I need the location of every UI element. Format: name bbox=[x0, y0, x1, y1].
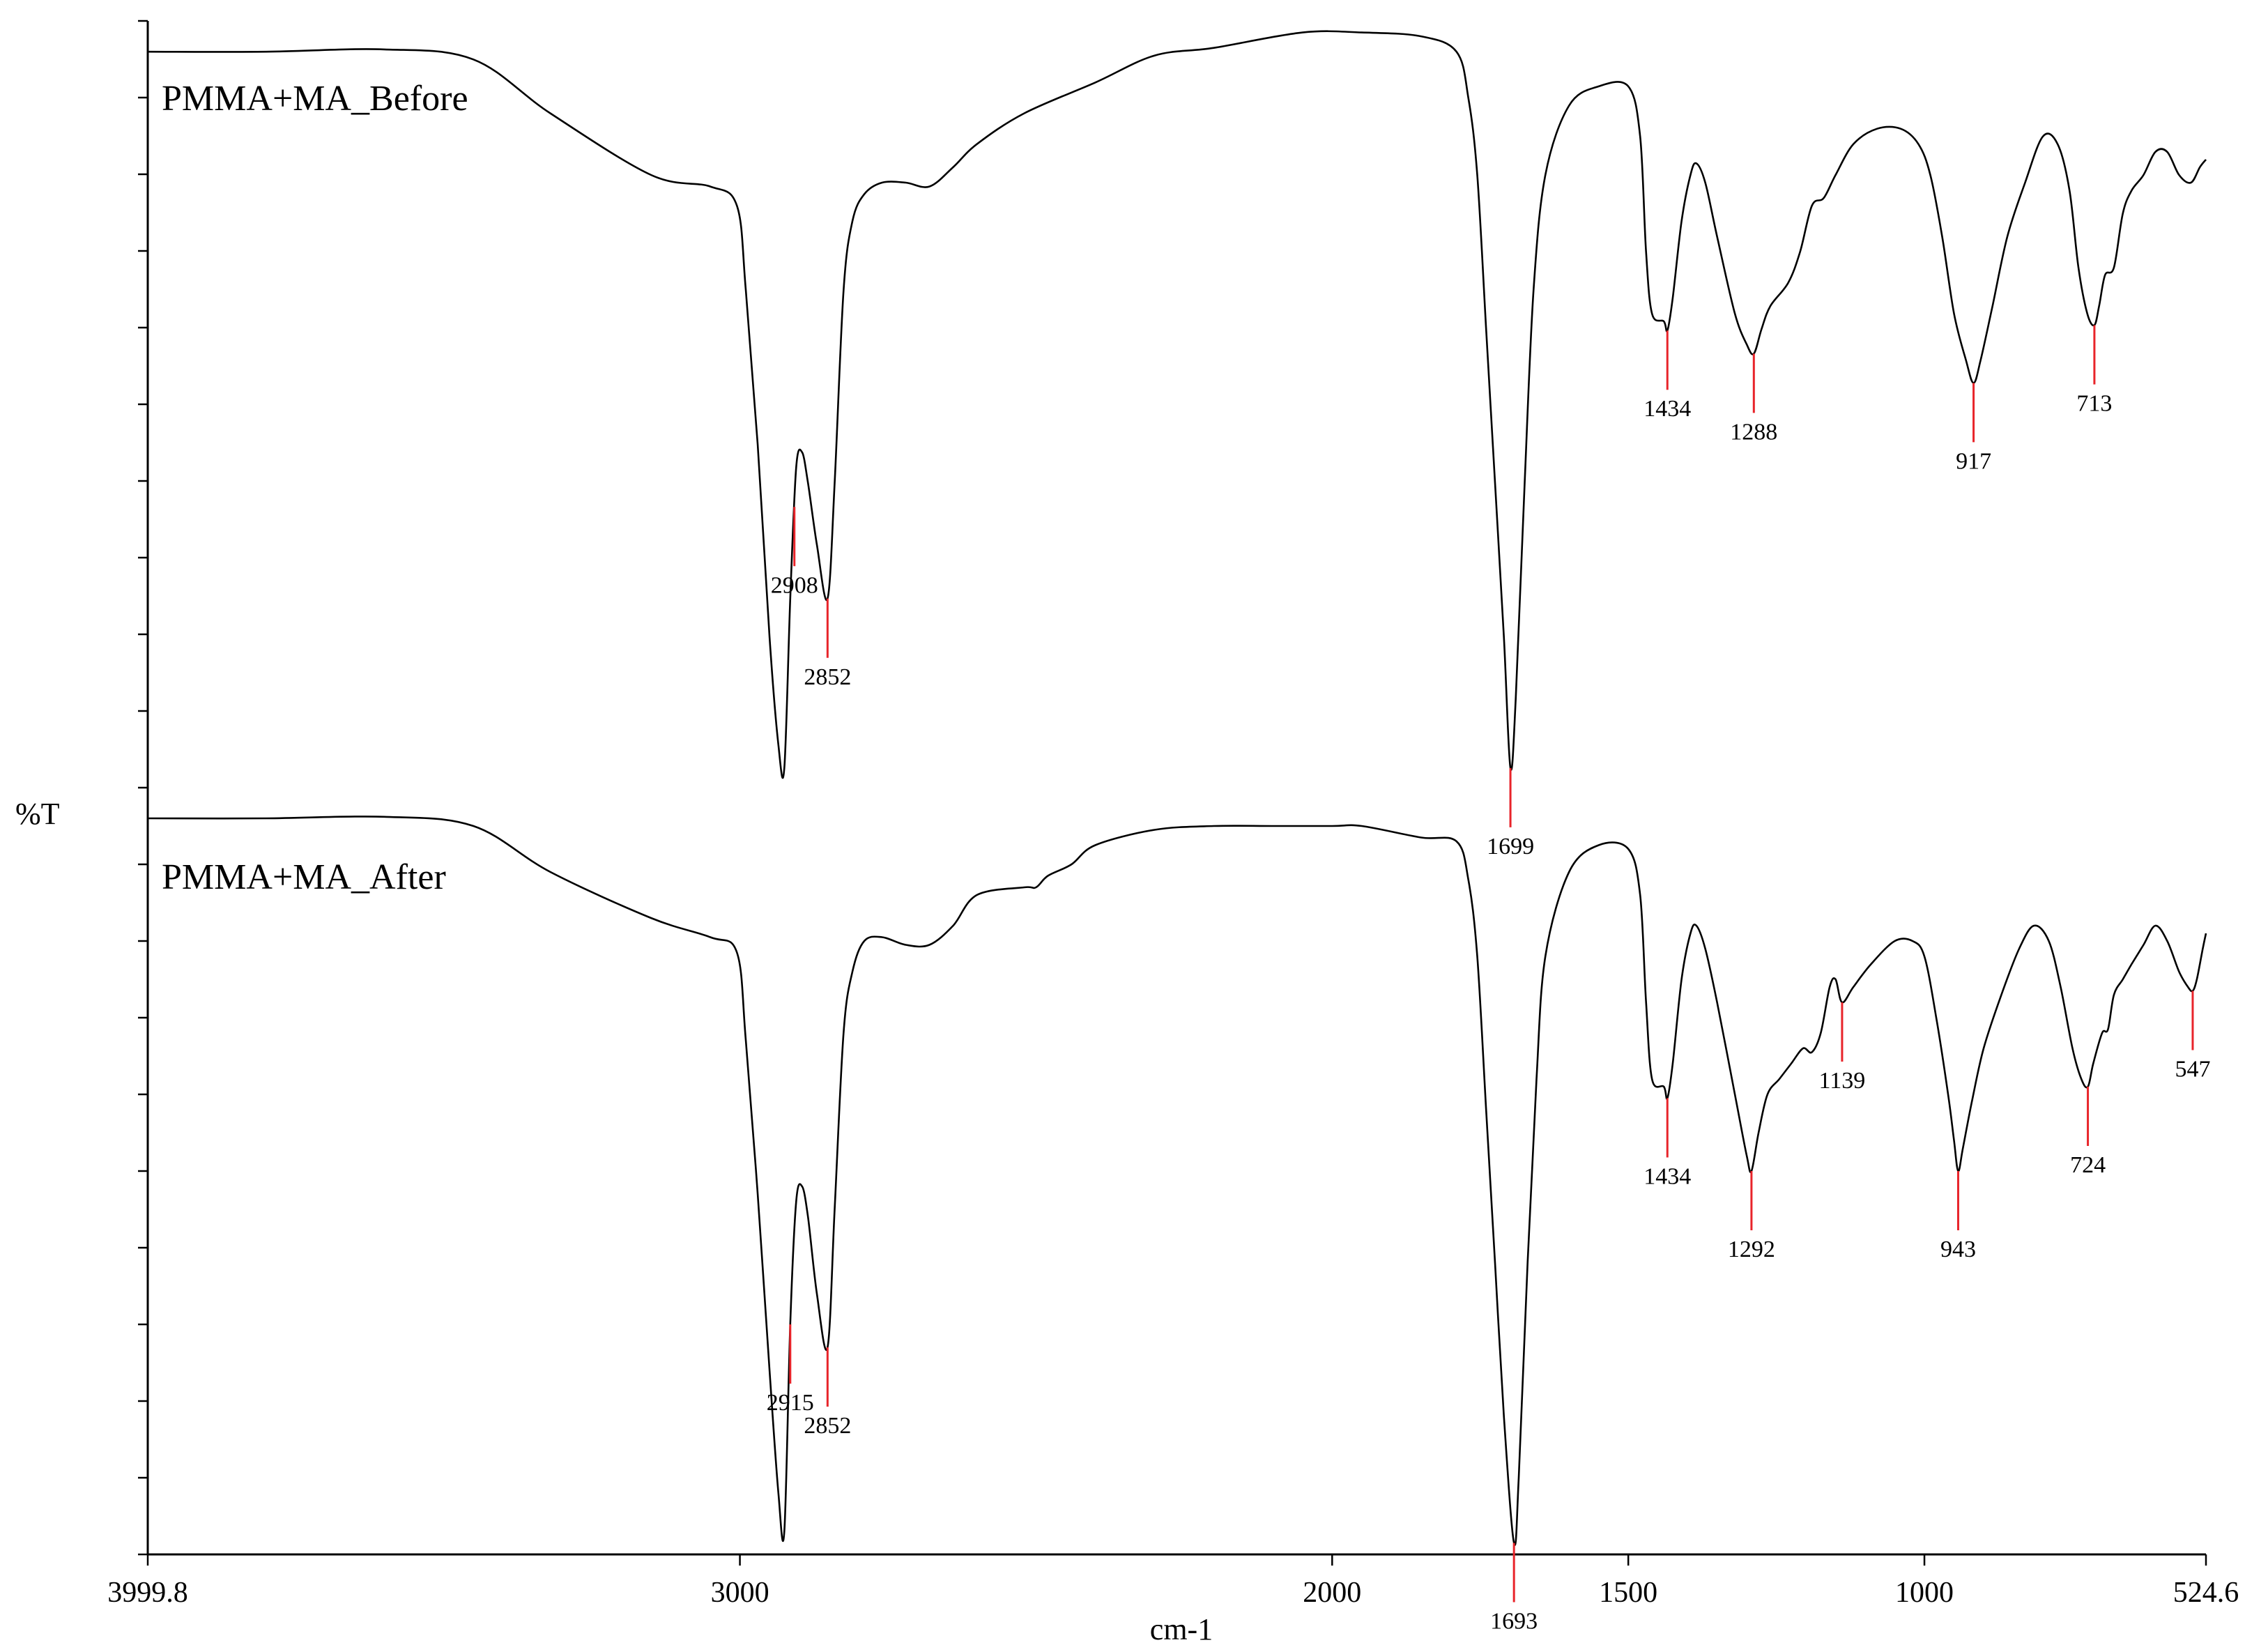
x-tick-label: 2000 bbox=[1303, 1577, 1361, 1609]
peak-label: 1434 bbox=[1643, 396, 1691, 422]
peak-label: 917 bbox=[1956, 448, 1991, 474]
y-axis-title: %T bbox=[15, 797, 60, 831]
peak-label: 1292 bbox=[1728, 1237, 1775, 1262]
x-tick-label: 3000 bbox=[711, 1577, 769, 1609]
peak-label: 943 bbox=[1940, 1237, 1976, 1262]
spectrum-line-before bbox=[147, 30, 2207, 779]
peak-label: 713 bbox=[2076, 390, 2112, 416]
x-axis-title: cm-1 bbox=[1150, 1612, 1213, 1646]
peak-label: 2852 bbox=[804, 664, 851, 690]
peak-label: 1139 bbox=[1819, 1068, 1866, 1094]
x-tick-label: 3999.8 bbox=[107, 1577, 188, 1609]
spectrum-line-after bbox=[147, 816, 2207, 1546]
peak-label: 2915 bbox=[767, 1390, 814, 1416]
peaks-layer: 2908285216991434128891771329152852169314… bbox=[767, 325, 2210, 1635]
peak-label: 547 bbox=[2175, 1057, 2210, 1083]
x-tick-label: 1000 bbox=[1895, 1577, 1954, 1609]
x-tick-label: 524.6 bbox=[2173, 1577, 2239, 1609]
axes: 3999.8 3000 2000 1500 1000 524.6 bbox=[107, 20, 2239, 1609]
peak-label: 1288 bbox=[1730, 419, 1777, 445]
peak-label: 1434 bbox=[1643, 1164, 1691, 1190]
peak-label: 1699 bbox=[1487, 834, 1534, 859]
peak-label: 1693 bbox=[1490, 1609, 1538, 1635]
x-tick-label: 1500 bbox=[1599, 1577, 1657, 1609]
series-layer: PMMA+MA_Before PMMA+MA_After bbox=[147, 30, 2207, 1546]
series-label: PMMA+MA_Before bbox=[162, 79, 468, 118]
series-label: PMMA+MA_After bbox=[162, 857, 446, 897]
peak-label: 724 bbox=[2070, 1152, 2106, 1178]
peak-label: 2908 bbox=[771, 572, 818, 598]
peak-label: 2852 bbox=[804, 1413, 851, 1439]
